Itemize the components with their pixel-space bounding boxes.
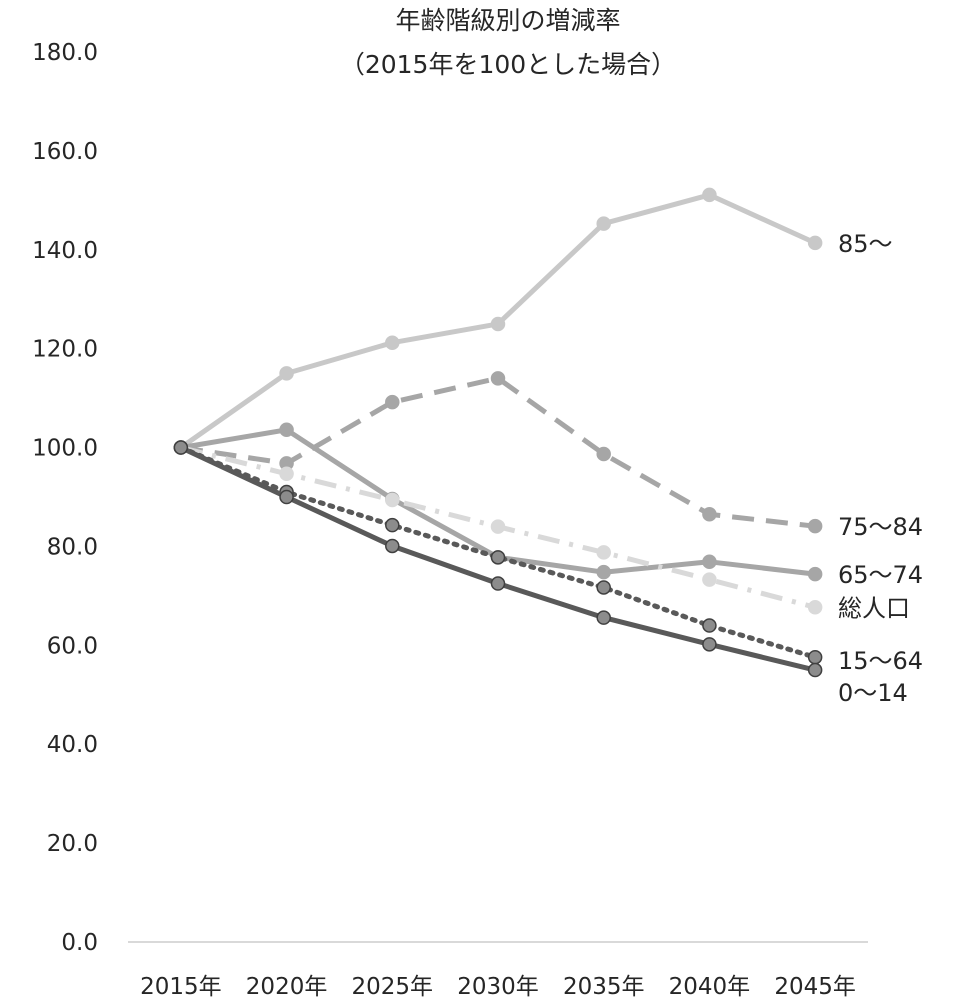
x-tick-label: 2045年 — [774, 974, 856, 1000]
x-tick-label: 2040年 — [669, 974, 751, 1000]
y-tick-label: 80.0 — [47, 534, 98, 560]
y-tick-label: 100.0 — [32, 436, 98, 462]
data-point — [385, 517, 400, 533]
data-point — [807, 600, 823, 615]
data-point — [596, 610, 611, 625]
x-tick-label: 2030年 — [457, 974, 539, 1000]
series-label: 総人口 — [838, 594, 910, 622]
data-point — [490, 519, 506, 534]
series-5 — [173, 440, 823, 665]
y-tick-label: 160.0 — [32, 139, 98, 165]
x-tick-label: 2025年 — [352, 974, 434, 1000]
data-point — [385, 394, 400, 410]
y-tick-label: 140.0 — [32, 238, 98, 264]
series-label: 15～64 — [838, 647, 923, 675]
chart-title: 年齢階級別の増減率 — [395, 6, 620, 35]
series-line — [180, 375, 816, 529]
data-point — [279, 366, 294, 381]
x-tick-label: 2035年 — [563, 974, 645, 1000]
data-point — [807, 649, 823, 665]
y-tick-label: 40.0 — [47, 732, 98, 758]
y-axis: 0.0 20.0 40.0 60.0 80.0 100.0 120.0 140.0 160.0 1… — [32, 40, 98, 956]
data-point — [807, 566, 823, 582]
data-point — [702, 554, 717, 570]
x-tick-label: 2015年 — [140, 974, 222, 1000]
data-point — [490, 316, 506, 332]
data-point — [385, 335, 400, 350]
data-point — [490, 371, 506, 386]
data-point — [702, 572, 717, 587]
data-point — [596, 580, 611, 595]
data-point — [702, 618, 717, 633]
data-point — [490, 550, 506, 565]
data-point — [490, 576, 506, 591]
y-tick-label: 60.0 — [47, 633, 98, 659]
series-layer — [173, 187, 823, 678]
x-axis: 2015年 2020年 2025年 2030年 2035年 2040年 2045年 — [140, 974, 856, 1000]
series-label: 75～84 — [838, 513, 923, 541]
data-point — [385, 538, 400, 554]
data-point — [807, 235, 823, 251]
series-4 — [173, 440, 823, 615]
series-2 — [173, 371, 823, 534]
series-labels: 85～ 75～84 65～74 総人口 15～64 0～14 — [838, 230, 923, 707]
data-point — [596, 545, 611, 560]
data-point — [385, 492, 400, 508]
x-tick-label: 2020年 — [246, 974, 328, 1000]
y-tick-label: 0.0 — [61, 930, 98, 956]
data-point — [173, 440, 189, 455]
data-point — [702, 187, 717, 203]
data-point — [279, 489, 294, 505]
data-point — [596, 216, 611, 231]
data-point — [596, 564, 611, 580]
y-tick-label: 120.0 — [32, 337, 98, 363]
data-point — [807, 662, 823, 678]
series-6 — [173, 440, 823, 678]
data-point — [279, 422, 294, 438]
y-tick-label: 20.0 — [47, 831, 98, 857]
series-label: 65～74 — [838, 561, 923, 589]
series-label: 0～14 — [838, 679, 908, 707]
data-point — [596, 446, 611, 462]
data-point — [702, 637, 717, 652]
series-1 — [173, 187, 823, 455]
data-point — [807, 518, 823, 534]
y-tick-label: 180.0 — [32, 40, 98, 66]
chart-subtitle: （2015年を100とした場合） — [340, 50, 676, 79]
data-point — [279, 466, 294, 482]
data-point — [702, 507, 717, 522]
series-label: 85～ — [838, 230, 893, 258]
